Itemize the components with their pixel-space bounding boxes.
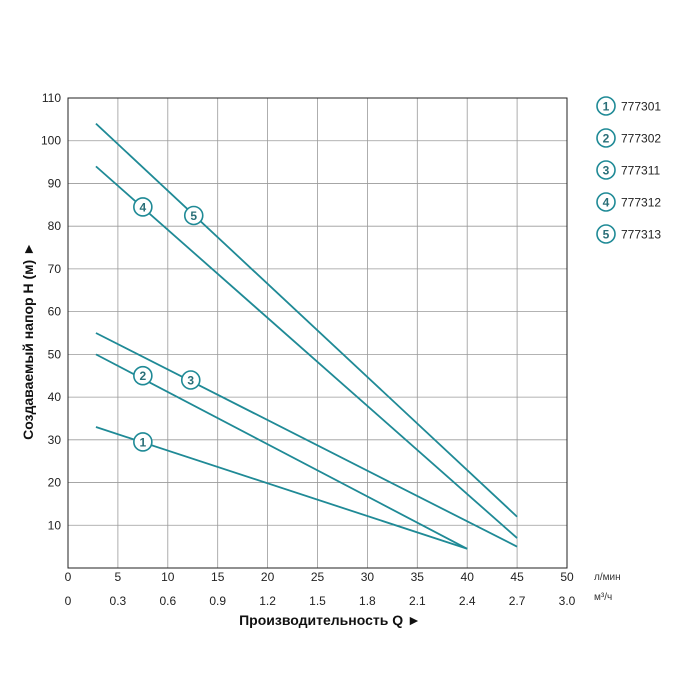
y-tick-label: 40 (48, 390, 62, 404)
x2-tick-label: 2.1 (409, 594, 426, 608)
legend-marker-number: 2 (603, 132, 610, 146)
x-tick-label: 15 (211, 570, 225, 584)
series-marker-number: 5 (190, 209, 197, 223)
legend-label: 777311 (621, 164, 660, 178)
legend-label: 777313 (621, 228, 661, 242)
x2-tick-label: 2.4 (459, 594, 476, 608)
x2-tick-label: 3.0 (559, 594, 576, 608)
legend-marker-circle (596, 96, 616, 116)
series-marker-number: 3 (187, 374, 194, 388)
x2-tick-label: 0.6 (159, 594, 176, 608)
y-tick-label: 60 (48, 305, 62, 319)
series-marker-circle (133, 432, 153, 452)
series-marker-circle (133, 197, 153, 217)
x-tick-label: 40 (461, 570, 475, 584)
legend-marker-number: 5 (603, 228, 610, 242)
legend-marker-number: 3 (603, 164, 610, 178)
x-tick-label: 5 (115, 570, 122, 584)
legend-label: 777302 (621, 132, 661, 146)
legend-marker-number: 1 (603, 100, 610, 114)
x2-tick-label: 0.9 (209, 594, 226, 608)
x-tick-label: 50 (560, 570, 574, 584)
legend-entry-4: 4 777312 (596, 192, 661, 212)
legend-entry-1: 1 777301 (596, 96, 661, 116)
legend-marker-circle (596, 160, 616, 180)
series-line-1 (95, 426, 468, 550)
y-tick-label: 20 (48, 476, 62, 490)
series-marker-number: 1 (140, 435, 147, 449)
legend-entry-3: 3 777311 (596, 160, 660, 180)
y-tick-label: 30 (48, 433, 62, 447)
y-tick-label: 10 (48, 518, 62, 532)
y-tick-label: 90 (48, 176, 62, 190)
y-tick-label: 110 (42, 91, 61, 105)
series-lines (95, 122, 518, 550)
legend-marker-circle (596, 192, 616, 212)
series-marker-1: 1 (133, 432, 153, 452)
x2-tick-label: 2.7 (509, 594, 526, 608)
series-markers: 1 2 3 4 5 (133, 197, 204, 452)
legend-marker-circle (596, 128, 616, 148)
x-tick-label: 35 (411, 570, 425, 584)
y-tick-label: 100 (41, 134, 61, 148)
legend-marker-circle (596, 224, 616, 244)
x-tick-label: 45 (510, 570, 524, 584)
x2-tick-label: 1.5 (309, 594, 326, 608)
series-marker-circle (183, 205, 204, 226)
legend-entry-2: 2 777302 (596, 128, 661, 148)
y-axis-title: Создаваемый напор H (м) ► (20, 242, 36, 440)
x-tick-label: 0 (65, 570, 72, 584)
legend: 1 777301 2 777302 3 777311 4 777312 5 777313 (596, 96, 661, 244)
x-axis-unit-primary: л/мин (594, 572, 621, 583)
x-tick-label: 30 (361, 570, 375, 584)
x2-tick-label: 0.3 (110, 594, 127, 608)
series-marker-number: 4 (140, 200, 147, 214)
x2-tick-label: 0 (65, 594, 72, 608)
x-axis-secondary: 0 0.3 0.6 0.9 1.2 1.5 1.8 2.1 2.4 2.7 3.0 (65, 594, 576, 608)
x-tick-label: 25 (311, 570, 325, 584)
x2-tick-label: 1.2 (259, 594, 276, 608)
series-marker-number: 2 (140, 369, 147, 383)
x-axis-primary: 0 5 10 15 20 25 30 35 40 45 50 (65, 570, 574, 584)
legend-entry-5: 5 777313 (596, 224, 661, 244)
series-marker-5: 5 (183, 205, 204, 226)
plot-border (67, 97, 568, 569)
legend-marker-number: 4 (603, 196, 610, 210)
series-line-3 (95, 332, 518, 548)
series-line-2 (95, 353, 468, 550)
x-axis-unit-secondary: м³/ч (594, 592, 612, 603)
plot-area-frame (67, 97, 568, 569)
y-tick-label: 70 (48, 262, 62, 276)
x-axis-title: Производительность Q ► (239, 612, 421, 628)
x2-tick-label: 1.8 (359, 594, 376, 608)
series-marker-circle (133, 365, 153, 386)
y-tick-label: 80 (48, 219, 62, 233)
legend-label: 777301 (621, 100, 661, 114)
y-axis: 10 20 30 40 50 60 70 80 90 100 110 (41, 91, 61, 532)
series-marker-3: 3 (180, 370, 201, 390)
series-marker-4: 4 (133, 197, 153, 217)
legend-label: 777312 (621, 196, 661, 210)
series-marker-circle (180, 370, 201, 390)
x-tick-label: 10 (161, 570, 175, 584)
y-tick-label: 50 (48, 347, 62, 361)
series-line-4 (95, 165, 518, 539)
series-marker-2: 2 (133, 365, 153, 386)
series-line-5 (95, 122, 518, 518)
x-tick-label: 20 (261, 570, 275, 584)
